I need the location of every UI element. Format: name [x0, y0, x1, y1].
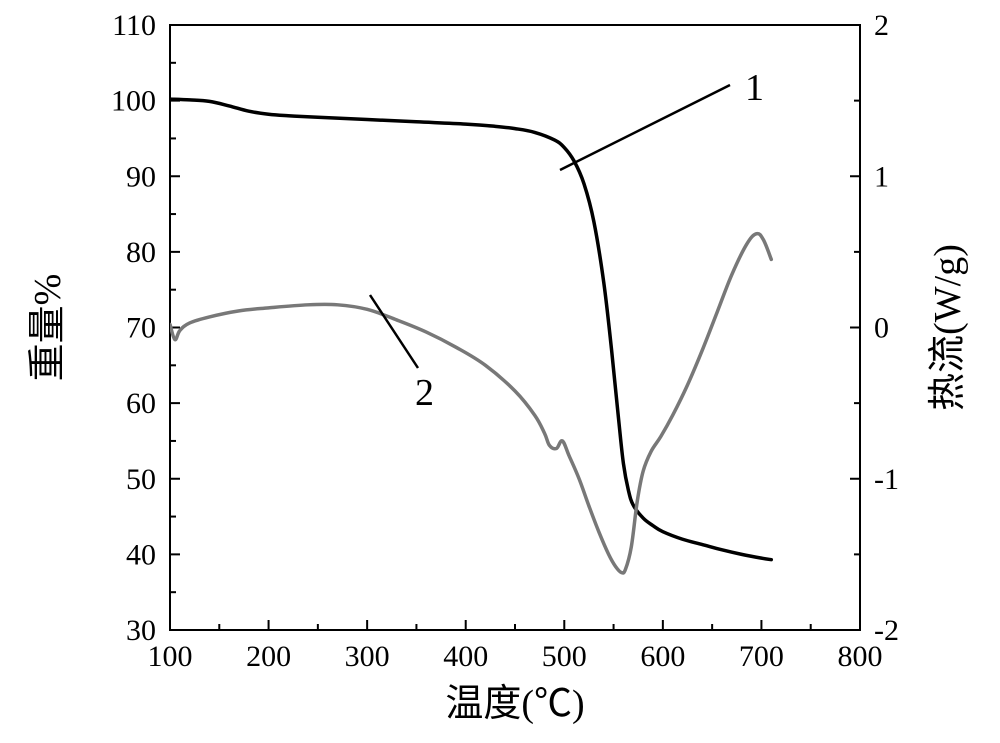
yr-tick-label: 0	[874, 312, 889, 345]
yl-tick-label: 70	[126, 312, 156, 345]
callout-line-1	[560, 85, 730, 170]
tga-dsc-chart: 100200300400500600700800温度(℃)30405060708…	[0, 0, 1000, 743]
y-right-title: 热流(W/g)	[927, 244, 969, 411]
x-tick-label: 600	[640, 640, 685, 673]
yl-tick-label: 60	[126, 387, 156, 420]
x-tick-label: 300	[345, 640, 390, 673]
yr-tick-label: 2	[874, 9, 889, 42]
yl-tick-label: 30	[126, 614, 156, 647]
x-tick-label: 700	[739, 640, 784, 673]
chart-svg: 100200300400500600700800温度(℃)30405060708…	[0, 0, 1000, 743]
x-tick-label: 200	[246, 640, 291, 673]
yl-tick-label: 80	[126, 236, 156, 269]
yr-tick-label: -1	[874, 463, 899, 496]
y-left-title: 重量%	[27, 274, 69, 382]
series-2	[170, 234, 771, 573]
yl-tick-label: 90	[126, 160, 156, 193]
callout-label-2: 2	[415, 372, 434, 414]
x-axis-title: 温度(℃)	[445, 683, 584, 725]
x-tick-label: 400	[443, 640, 488, 673]
yr-tick-label: 1	[874, 160, 889, 193]
callout-label-1: 1	[745, 67, 764, 109]
series-1	[170, 99, 771, 560]
x-tick-label: 500	[542, 640, 587, 673]
yl-tick-label: 110	[112, 9, 156, 42]
callout-line-2	[370, 295, 418, 368]
yl-tick-label: 40	[126, 538, 156, 571]
yl-tick-label: 50	[126, 463, 156, 496]
yl-tick-label: 100	[111, 85, 156, 118]
yr-tick-label: -2	[874, 614, 899, 647]
